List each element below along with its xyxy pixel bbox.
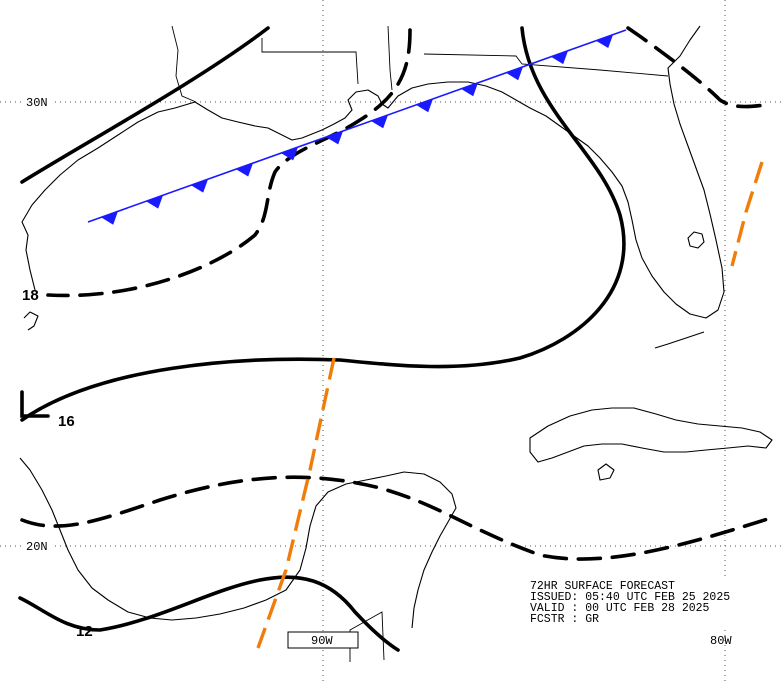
lon-label-80w: 80W [710,634,732,648]
gulf-coast-us [21,25,725,319]
isobar-label-18: 18 [22,287,39,304]
isobar-south [20,475,773,561]
lon-label-90w: 90W [311,634,333,648]
florida-keys [654,331,705,349]
cuba [529,407,773,463]
lon-label-box-90w [287,631,359,649]
mexico-coast [19,457,457,629]
lat-label-bg-30n [22,94,52,108]
surface-troughs [256,161,764,649]
isobar-18 [46,28,412,298]
isobar-label-12: 12 [76,623,93,640]
isobar-north [20,26,270,184]
cold-front-pip [371,114,388,129]
forecast-forecaster: FCSTR : GR [530,613,599,626]
cold-front-pip [506,66,523,81]
cold-front-pip [461,82,478,97]
isobar-16-tick [20,390,50,418]
border-al-fl [423,53,669,77]
border-tx-la [171,25,197,103]
cold-front-pip [416,98,433,113]
isla-de-la-juventud [597,463,615,481]
cold-front-pip [236,163,253,177]
cold-front-pips [101,34,613,225]
forecast-title: 72HR SURFACE FORECAST [530,580,675,593]
border-ms-al [387,25,393,91]
cold-front [87,29,627,225]
political-borders [171,25,669,662]
cold-front-pip [326,131,343,145]
cold-front-pip [191,179,208,193]
texas-inland-coast [23,311,39,331]
lake-okeechobee [687,231,705,249]
lat-label-bg-20n [22,538,52,552]
forecast-issued: ISSUED: 05:40 UTC FEB 25 2025 [530,591,730,604]
lat-label-30n: 30N [26,96,48,110]
trough-east [730,161,764,267]
forecast-info-block: 72HR SURFACE FORECAST ISSUED: 05:40 UTC … [526,578,771,628]
cold-front-pip [551,50,568,65]
lat-label-20n: 20N [26,540,48,554]
isobar-ne [626,26,767,109]
isobar-label-16: 16 [58,413,75,430]
forecast-valid: VALID : 00 UTC FEB 28 2025 [530,602,710,615]
isobar-east [20,26,626,422]
trough-west [256,357,336,649]
forecast-info-bg [526,578,771,628]
cold-front-pip [596,34,613,48]
isobars [18,26,773,652]
cold-front-line [87,29,627,223]
border-la-ms [261,38,359,85]
cold-front-pip [146,195,163,209]
cold-front-pip [101,211,118,225]
cold-front-pip [281,147,298,161]
isobar-12 [18,575,400,652]
coastlines [19,25,773,629]
